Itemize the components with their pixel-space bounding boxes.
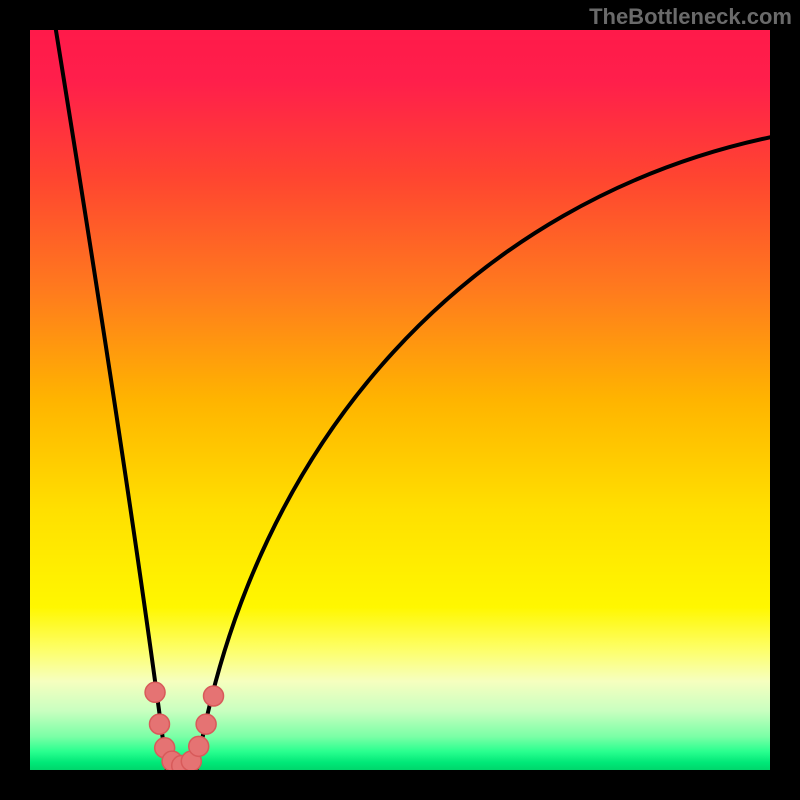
marker-dot [204,686,224,706]
marker-dot [145,682,165,702]
marker-dot [189,736,209,756]
chart-svg [0,0,800,800]
plot-background [30,30,770,770]
watermark-label: TheBottleneck.com [589,4,792,30]
marker-dot [196,714,216,734]
marker-dot [150,714,170,734]
bottleneck-chart: TheBottleneck.com [0,0,800,800]
